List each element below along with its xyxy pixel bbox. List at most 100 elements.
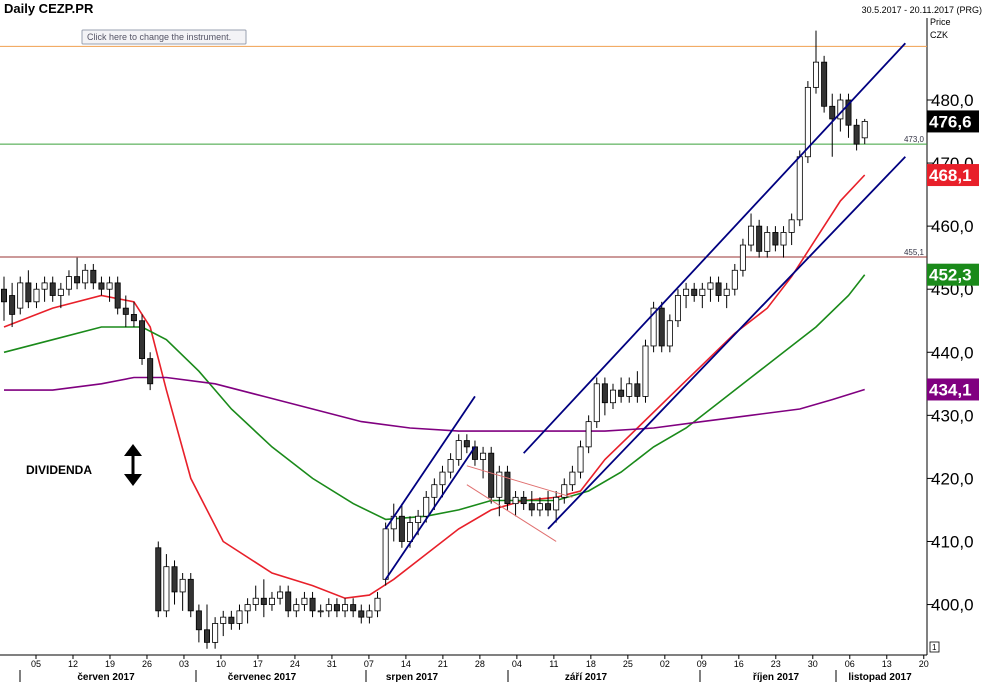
time-tick-label: 11: [549, 659, 558, 669]
candle-body: [853, 124, 860, 145]
candle-body: [268, 597, 275, 605]
candle-body: [861, 121, 868, 139]
candle-body: [374, 597, 381, 612]
time-tick-label: 21: [438, 659, 448, 669]
candles-layer: [0, 30, 868, 649]
candle-body: [601, 383, 608, 404]
month-label: září 2017: [565, 672, 608, 683]
candle-body: [723, 288, 730, 296]
candle-body: [252, 597, 259, 605]
time-tick-label: 14: [401, 659, 411, 669]
candle-body: [122, 307, 129, 315]
candle-body: [0, 288, 7, 303]
candle-body: [585, 421, 592, 448]
pane-number: 1: [932, 643, 937, 652]
candle-body: [618, 389, 625, 397]
candle-body: [260, 597, 267, 605]
candle-body: [325, 604, 332, 612]
candle-body: [610, 389, 617, 404]
chart-title: Daily CEZP.PR: [4, 1, 94, 16]
candle-body: [212, 623, 219, 643]
time-tick-label: 23: [771, 659, 781, 669]
candle-body: [98, 282, 105, 290]
value-badge: [927, 378, 979, 401]
candle-body: [683, 288, 690, 296]
candle-body: [358, 610, 365, 618]
value-badge-label: 476,6: [929, 112, 972, 131]
candle-body: [17, 282, 24, 309]
candle-body: [796, 156, 803, 221]
candle-body: [520, 496, 527, 505]
time-tick-label: 04: [512, 659, 522, 669]
time-tick-label: 28: [475, 659, 485, 669]
horizontal-lines-layer: 473,0 455,1: [0, 45, 927, 258]
candle-body: [415, 515, 422, 523]
candle-body: [187, 578, 194, 612]
candle-body: [398, 515, 405, 542]
moving-averages-layer: [3, 174, 866, 600]
candle-body: [195, 610, 202, 631]
candle-body: [382, 528, 389, 580]
time-tick-label: 26: [142, 659, 152, 669]
candle-body: [463, 440, 470, 448]
candle-body: [488, 452, 495, 498]
price-tick-label: 420,0: [931, 469, 974, 488]
candle-body: [155, 547, 162, 612]
time-axis-ticks: 05 12 19 26 03 10 17 24 31 07 14 21 28 04 11 18 25 02 09 16…: [19, 655, 929, 683]
time-tick-label: 18: [586, 659, 596, 669]
candle-body: [244, 604, 251, 612]
candle-body: [780, 232, 787, 246]
candle-body: [455, 440, 462, 460]
candle-body: [634, 383, 641, 397]
candle-body: [317, 610, 324, 613]
candle-body: [528, 503, 535, 511]
time-tick-label: 12: [68, 659, 78, 669]
trend-line: [466, 484, 557, 542]
candle-body: [65, 276, 72, 290]
value-badge: [927, 164, 979, 187]
value-badge: [927, 110, 979, 133]
candle-body: [650, 307, 657, 347]
candle-body: [342, 604, 349, 612]
candle-body: [804, 86, 811, 158]
candle-body: [674, 295, 681, 322]
candle-body: [57, 288, 64, 296]
candle-body: [350, 604, 357, 612]
horizontal-line-label: 455,1: [904, 248, 925, 257]
time-tick-label: 09: [697, 659, 707, 669]
candle-body: [788, 219, 795, 233]
price-tick-label: 400,0: [931, 596, 974, 615]
instrument-tooltip[interactable]: [81, 29, 247, 45]
candle-body: [496, 471, 503, 498]
candle-body: [106, 282, 113, 290]
candle-body: [536, 503, 543, 511]
time-tick-label: 31: [327, 659, 337, 669]
candle-body: [236, 610, 243, 624]
time-tick-label: 06: [845, 659, 855, 669]
price-tick-label: 430,0: [931, 406, 974, 425]
candle-body: [203, 629, 210, 643]
candle-body: [41, 282, 48, 290]
time-tick-label: 13: [882, 659, 892, 669]
candle-body: [748, 225, 755, 246]
candle-body: [764, 232, 771, 252]
candle-body: [480, 452, 487, 460]
moving-average-line: [4, 376, 865, 432]
candle-body: [577, 446, 584, 473]
currency-label: CZK: [930, 30, 948, 40]
value-badge-label: 434,1: [929, 380, 972, 399]
moving-average-line: [3, 174, 866, 600]
candle-body: [545, 503, 552, 511]
candle-body: [715, 282, 722, 296]
candle-body: [756, 225, 763, 252]
candle-body: [25, 282, 32, 303]
pane-number-box[interactable]: [929, 641, 940, 653]
candle-body: [707, 282, 714, 290]
price-tick-label: 410,0: [931, 532, 974, 551]
candle-body: [553, 496, 560, 511]
time-tick-label: 19: [105, 659, 115, 669]
candle-body: [220, 616, 227, 624]
month-label: listopad 2017: [848, 672, 912, 683]
time-tick-label: 10: [216, 659, 226, 669]
